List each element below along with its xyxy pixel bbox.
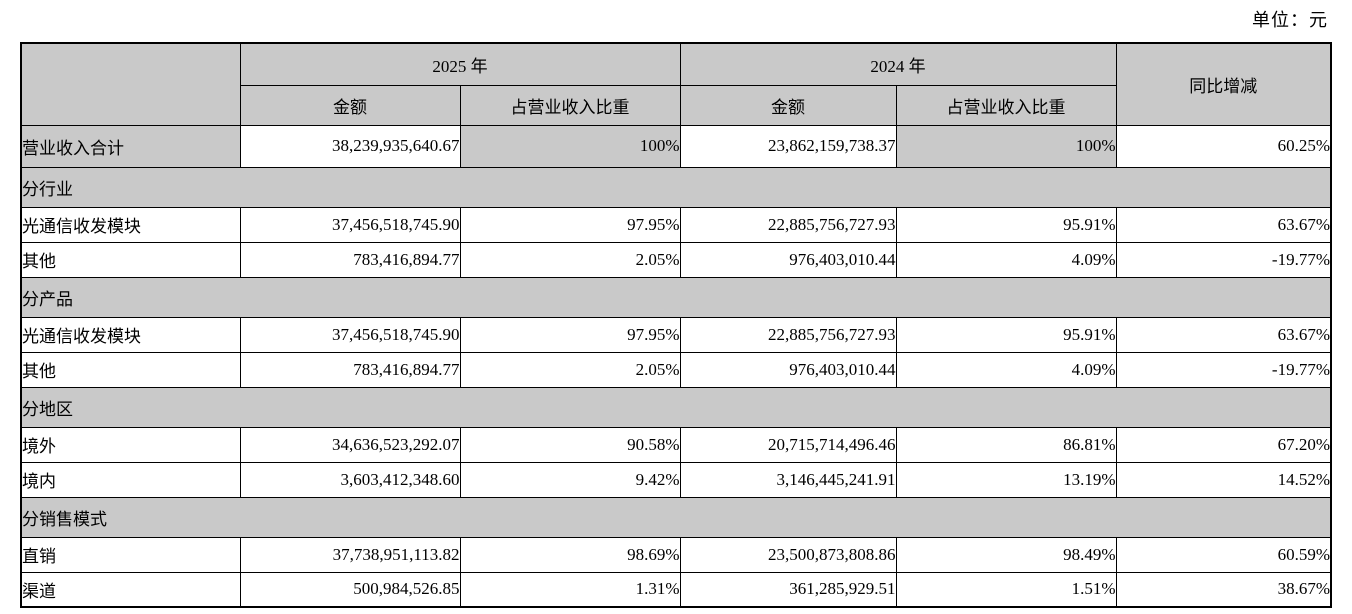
header-row-metrics: 金额 占营业收入比重 金额 占营业收入比重 [21,84,1331,126]
amount-2024: 361,285,929.51 [679,571,897,608]
section-row-product: 分产品 [20,276,1332,318]
ratio-2025: 2.05% [459,241,681,278]
row-label: 境内 [20,461,241,498]
ratio-2024: 86.81% [895,426,1117,463]
yoy-change: 63.67% [1115,206,1332,243]
row-label: 其他 [20,241,241,278]
section-row-sales-model: 分销售模式 [20,496,1332,538]
ratio-2024: 95.91% [895,206,1117,243]
amount-2025: 783,416,894.77 [239,351,461,388]
ratio-2025: 2.05% [459,351,681,388]
section-label: 分销售模式 [20,496,1332,538]
ratio-2025: 97.95% [459,316,681,353]
amount-2025: 34,636,523,292.07 [239,426,461,463]
header-yoy: 同比增减 [1115,42,1332,126]
amount-2025: 783,416,894.77 [239,241,461,278]
amount-2024: 23,862,159,738.37 [679,124,897,168]
amount-2025: 37,456,518,745.90 [239,206,461,243]
ratio-2024: 4.09% [895,241,1117,278]
amount-2025: 38,239,935,640.67 [239,124,461,168]
yoy-change: 63.67% [1115,316,1332,353]
yoy-change: 67.20% [1115,426,1332,463]
ratio-2025: 9.42% [459,461,681,498]
ratio-2025: 90.58% [459,426,681,463]
header-ratio-2025: 占营业收入比重 [459,84,681,126]
unit-label: 单位：元 [1252,10,1328,30]
amount-2024: 3,146,445,241.91 [679,461,897,498]
row-label: 营业收入合计 [20,124,241,168]
amount-2024: 976,403,010.44 [679,351,897,388]
amount-2024: 20,715,714,496.46 [679,426,897,463]
table-row: 光通信收发模块 37,456,518,745.90 97.95% 22,885,… [20,206,1332,243]
ratio-2024: 100% [895,124,1117,168]
amount-2025: 3,603,412,348.60 [239,461,461,498]
header-row-years: 2025 年 2024 年 同比增减 [20,42,1332,126]
ratio-2025: 97.95% [459,206,681,243]
header-amount-2025: 金额 [239,84,461,126]
section-row-region: 分地区 [20,386,1332,428]
table-row-total: 营业收入合计 38,239,935,640.67 100% 23,862,159… [20,124,1332,168]
row-label: 渠道 [20,571,241,608]
amount-2024: 23,500,873,808.86 [679,536,897,573]
ratio-2025: 100% [459,124,681,168]
yoy-change: 60.25% [1115,124,1332,168]
row-label: 光通信收发模块 [20,206,241,243]
row-label: 直销 [20,536,241,573]
ratio-2024: 4.09% [895,351,1117,388]
header-year-2024: 2024 年 [679,42,1117,86]
table-row: 境内 3,603,412,348.60 9.42% 3,146,445,241.… [20,461,1332,498]
yoy-change: 60.59% [1115,536,1332,573]
yoy-change: 14.52% [1115,461,1332,498]
section-label: 分产品 [20,276,1332,318]
ratio-2024: 95.91% [895,316,1117,353]
section-row-industry: 分行业 [20,166,1332,208]
amount-2024: 976,403,010.44 [679,241,897,278]
amount-2024: 22,885,756,727.93 [679,206,897,243]
ratio-2024: 13.19% [895,461,1117,498]
yoy-change: -19.77% [1115,351,1332,388]
table-row: 其他 783,416,894.77 2.05% 976,403,010.44 4… [20,241,1332,278]
revenue-breakdown-table: 2025 年 2024 年 同比增减 金额 占营业收入比重 金额 占营业收入比重… [20,42,1332,608]
amount-2025: 37,456,518,745.90 [239,316,461,353]
amount-2024: 22,885,756,727.93 [679,316,897,353]
amount-2025: 500,984,526.85 [239,571,461,608]
header-corner-cell [20,42,241,126]
row-label: 境外 [20,426,241,463]
ratio-2025: 1.31% [459,571,681,608]
ratio-2024: 98.49% [895,536,1117,573]
section-label: 分地区 [20,386,1332,428]
table-row: 光通信收发模块 37,456,518,745.90 97.95% 22,885,… [20,316,1332,353]
header-ratio-2024: 占营业收入比重 [895,84,1117,126]
section-label: 分行业 [20,166,1332,208]
table-row: 境外 34,636,523,292.07 90.58% 20,715,714,4… [20,426,1332,463]
amount-2025: 37,738,951,113.82 [239,536,461,573]
yoy-change: 38.67% [1115,571,1332,608]
header-year-2025: 2025 年 [239,42,681,86]
row-label: 其他 [20,351,241,388]
table-row: 渠道 500,984,526.85 1.31% 361,285,929.51 1… [20,571,1332,608]
row-label: 光通信收发模块 [20,316,241,353]
yoy-change: -19.77% [1115,241,1332,278]
header-amount-2024: 金额 [679,84,897,126]
table-row: 其他 783,416,894.77 2.05% 976,403,010.44 4… [20,351,1332,388]
ratio-2025: 98.69% [459,536,681,573]
table-row: 直销 37,738,951,113.82 98.69% 23,500,873,8… [20,536,1332,573]
ratio-2024: 1.51% [895,571,1117,608]
